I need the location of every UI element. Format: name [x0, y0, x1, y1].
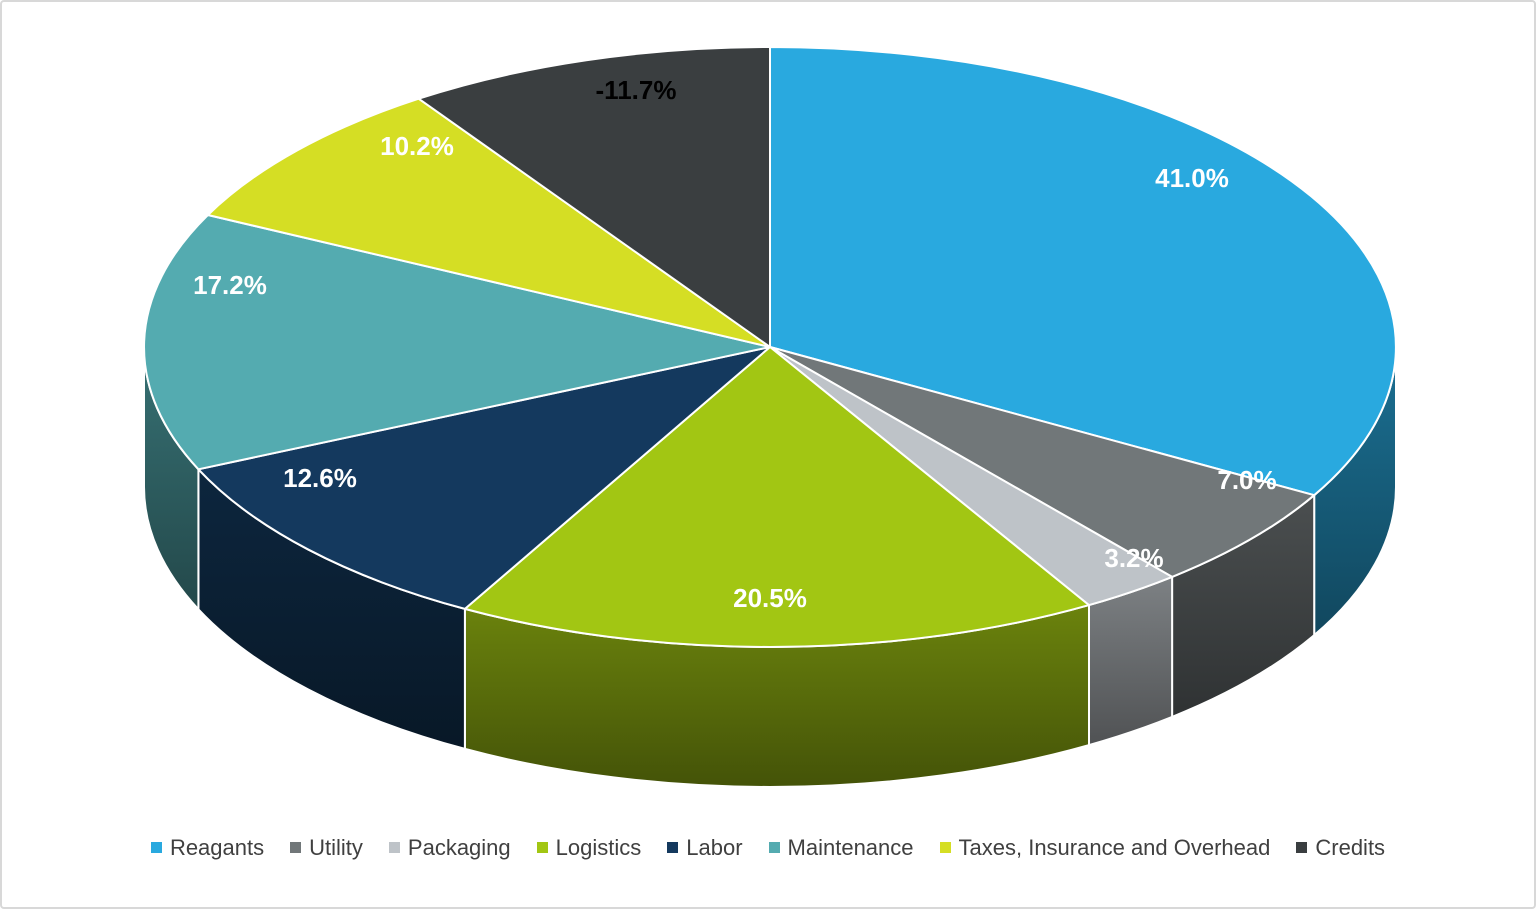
pie-slice-credits[interactable]	[417, 46, 771, 348]
pie-slice-maintenance[interactable]	[143, 214, 771, 471]
data-label-packaging: 3.2%	[1104, 543, 1163, 573]
chart-legend: Reagants Utility Packaging Logistics Labor Ma…	[2, 802, 1534, 907]
data-label-credits: -11.7%	[596, 75, 677, 105]
pie-slice-logistics[interactable]	[463, 346, 1090, 648]
pie-slice-labor[interactable]	[197, 346, 771, 610]
legend-item-utility[interactable]: Utility	[290, 834, 363, 860]
legend-label-taxes-insurance-and-overhead: Taxes, Insurance and Overhead	[958, 834, 1271, 860]
legend-label-credits: Credits	[1315, 834, 1386, 860]
pie-slice-taxes-insurance-and-overhead[interactable]	[206, 97, 771, 348]
legend-swatch-utility	[290, 842, 302, 853]
legend-item-packaging[interactable]: Packaging	[388, 834, 511, 860]
legend-swatch-packaging	[388, 842, 400, 853]
legend-swatch-reagants	[150, 842, 162, 853]
pie-3d-svg: 41.0% 7.0% 3.2% 20.5% 12.6% 17.2% 10.2% -11.7%	[143, 46, 1397, 788]
legend-label-maintenance: Maintenance	[787, 834, 914, 860]
legend-swatch-maintenance	[768, 842, 780, 853]
legend-swatch-labor	[667, 842, 679, 853]
legend-item-taxes-insurance-and-overhead[interactable]: Taxes, Insurance and Overhead	[939, 834, 1271, 860]
pie-slice-utility[interactable]	[769, 346, 1316, 578]
data-label-utility: 7.0%	[1217, 465, 1276, 495]
legend-label-utility: Utility	[309, 834, 363, 860]
legend-item-reagants[interactable]: Reagants	[150, 834, 265, 860]
legend-item-logistics[interactable]: Logistics	[536, 834, 642, 860]
data-label-maintenance: 17.2%	[193, 270, 267, 300]
legend-item-credits[interactable]: Credits	[1296, 834, 1386, 860]
legend-swatch-taxes-insurance-and-overhead	[939, 842, 951, 853]
data-label-labor: 12.6%	[283, 463, 357, 493]
legend-item-maintenance[interactable]: Maintenance	[768, 834, 914, 860]
legend-label-packaging: Packaging	[407, 834, 511, 860]
pie-slice-reagants[interactable]	[769, 46, 1397, 497]
legend-label-labor: Labor	[686, 834, 743, 860]
legend-label-reagants: Reagants	[169, 834, 265, 860]
data-label-taxes-insurance-and-overhead: 10.2%	[380, 131, 454, 161]
legend-swatch-credits	[1296, 842, 1308, 853]
pie-chart-plot-area: 41.0% 7.0% 3.2% 20.5% 12.6% 17.2% 10.2% -11.7%	[2, 2, 1534, 802]
legend-label-logistics: Logistics	[555, 834, 642, 860]
legend-item-labor[interactable]: Labor	[667, 834, 743, 860]
legend-swatch-logistics	[536, 842, 548, 853]
data-label-reagants: 41.0%	[1155, 163, 1229, 193]
data-label-logistics: 20.5%	[733, 583, 807, 613]
